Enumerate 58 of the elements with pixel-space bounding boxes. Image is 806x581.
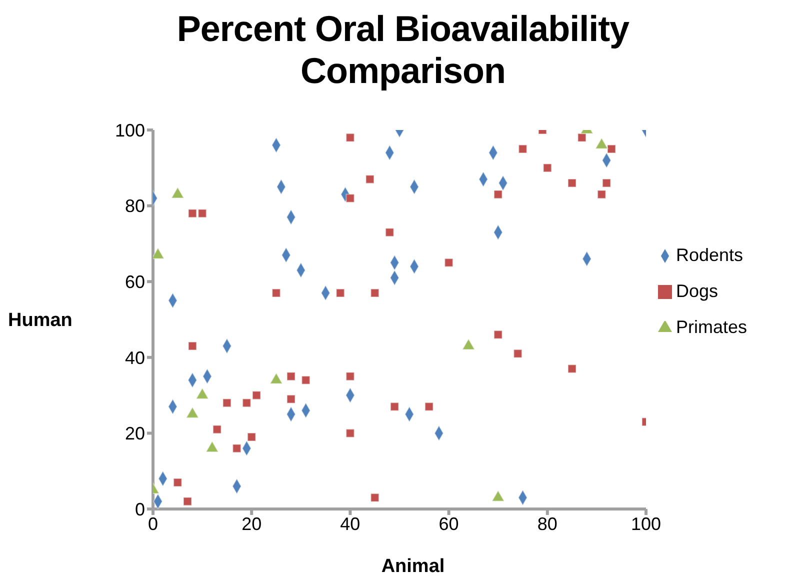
legend-label: Dogs <box>676 280 718 300</box>
point <box>212 424 222 434</box>
point <box>242 398 252 408</box>
point <box>385 228 394 237</box>
y-tick-label: 60 <box>124 272 145 292</box>
point <box>606 144 616 154</box>
x-tick-label: 60 <box>438 514 459 534</box>
point <box>183 496 192 506</box>
point <box>370 493 380 502</box>
point <box>492 490 505 502</box>
point <box>370 288 380 298</box>
x-tick-label: 20 <box>242 514 262 534</box>
y-axis-title: Human <box>8 310 72 332</box>
point <box>286 394 296 404</box>
point <box>173 478 182 487</box>
point <box>247 432 256 442</box>
point <box>301 376 310 385</box>
point <box>346 194 355 203</box>
point <box>568 364 577 374</box>
point <box>346 133 355 142</box>
point <box>232 444 242 453</box>
x-axis-title: Animal <box>380 556 446 578</box>
point <box>336 288 345 298</box>
point <box>286 372 296 381</box>
y-tick-label: 0 <box>134 499 145 520</box>
legend-label: Rodents <box>676 244 744 264</box>
point <box>198 208 207 218</box>
point <box>513 349 522 358</box>
point <box>346 428 355 438</box>
legend-label: Primates <box>676 316 748 336</box>
point <box>542 163 552 172</box>
point <box>272 288 281 298</box>
x-tick-label: 0 <box>148 514 158 534</box>
point <box>577 133 586 142</box>
chart-title: Percent Oral Bioavailability Comparison <box>176 8 630 92</box>
point <box>518 144 528 154</box>
point <box>188 342 197 351</box>
point <box>602 178 612 188</box>
y-tick-label: 100 <box>114 120 145 140</box>
point <box>597 190 606 199</box>
y-tick-label: 20 <box>124 424 145 444</box>
point <box>365 174 374 184</box>
point <box>424 402 434 412</box>
x-tick-label: 40 <box>340 514 360 534</box>
point <box>188 208 197 218</box>
y-tick-label: 80 <box>124 196 145 216</box>
point <box>568 178 577 188</box>
x-tick-label: 80 <box>537 514 558 534</box>
point <box>494 190 503 199</box>
point <box>346 372 355 381</box>
y-tick-label: 40 <box>124 348 145 368</box>
point <box>252 390 262 400</box>
point <box>222 398 232 408</box>
point <box>462 338 476 350</box>
x-tick-label: 100 <box>630 514 662 534</box>
point <box>444 258 454 268</box>
point <box>494 330 503 340</box>
point <box>390 402 400 412</box>
